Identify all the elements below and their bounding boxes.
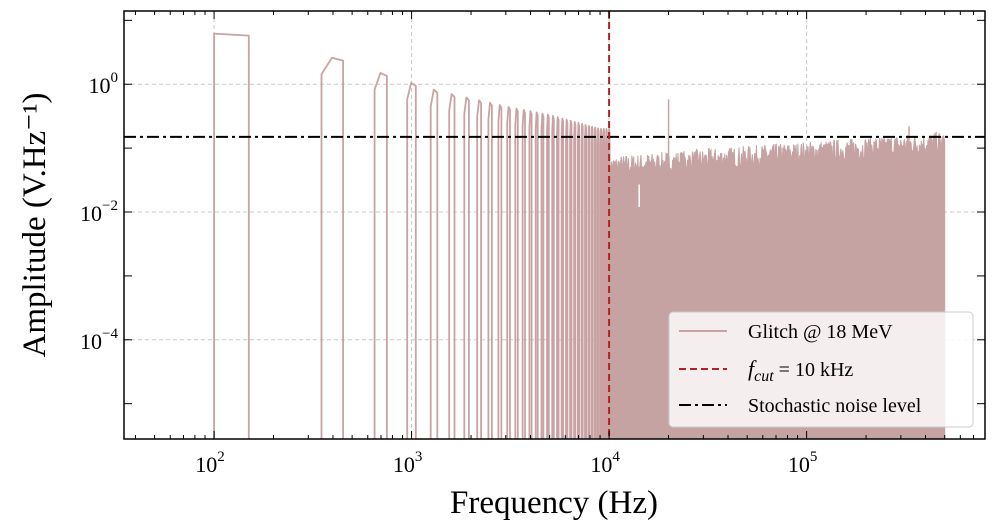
plot-frame: [123, 10, 986, 440]
legend-fcut-label: fcut = 10 kHz: [748, 356, 853, 385]
y-axis-label: Amplitude (V.Hz⁻¹): [17, 93, 53, 358]
x-tick-label: 105: [788, 449, 818, 477]
y-tick-label: 100: [89, 70, 119, 98]
x-tick-label: 102: [195, 449, 225, 477]
legend-noise-label: Stochastic noise level: [748, 395, 922, 417]
axis-ticks: [124, 11, 986, 439]
glitch-spikes: [638, 99, 910, 207]
y-tick-label: 10−2: [80, 198, 118, 226]
legend-glitch-label: Glitch @ 18 MeV: [748, 321, 893, 343]
legend-box: [668, 311, 974, 428]
glitch-series-line: [213, 32, 611, 439]
x-axis-label: Frequency (Hz): [450, 485, 658, 521]
x-tick-label: 104: [590, 449, 620, 477]
legend: Glitch @ 18 MeV fcut = 10 kHz Stochastic…: [668, 311, 974, 428]
y-tick-label: 10−4: [80, 326, 118, 354]
x-tick-label: 103: [393, 449, 423, 477]
